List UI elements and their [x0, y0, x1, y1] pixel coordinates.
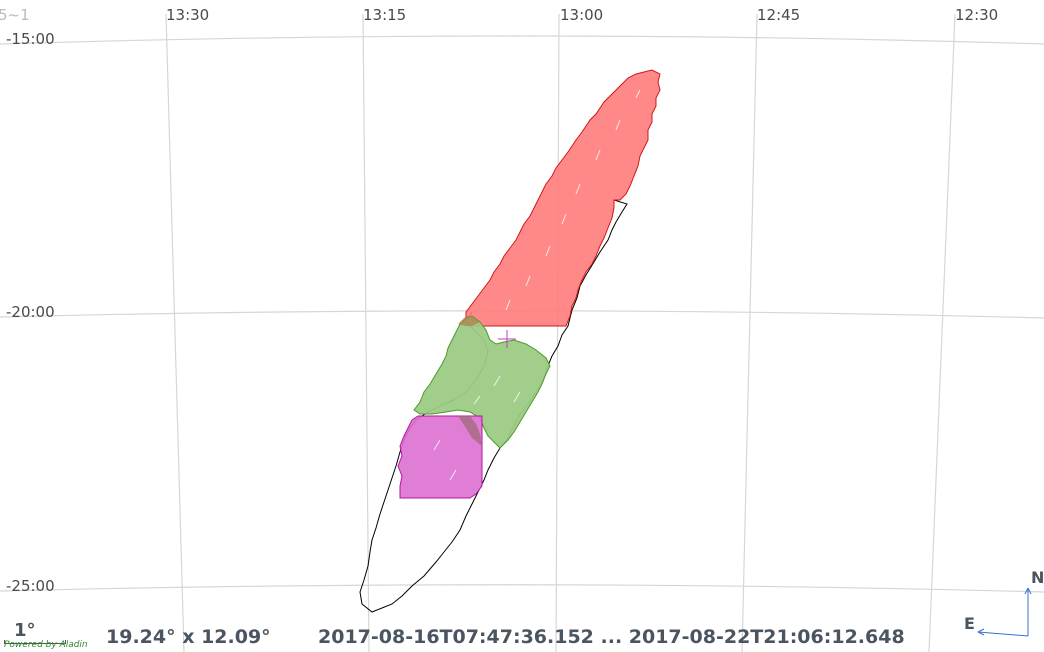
- grid-line-ra-1245: [741, 13, 758, 652]
- dec-label-25: -25:00: [6, 577, 55, 595]
- powered-by-aladin-link[interactable]: Powered by Aladin: [4, 640, 88, 650]
- green-footprint-region[interactable]: [413, 315, 551, 449]
- compass-east-label: E: [964, 614, 975, 633]
- grid-line-dec-15: [0, 35, 1044, 45]
- magenta-footprint-region[interactable]: [397, 415, 483, 499]
- footprint-hatching: [433, 89, 641, 481]
- compass-icon: [977, 587, 1032, 637]
- red-green-overlap: [458, 316, 480, 326]
- corner-partial-label: 5~1: [0, 6, 30, 24]
- dec-label-15: -15:00: [6, 30, 55, 48]
- ra-label-1330: 13:30: [166, 6, 210, 24]
- dec-label-20: -20:00: [6, 303, 55, 321]
- red-footprint-region[interactable]: [465, 69, 661, 327]
- compass-north-label: N: [1031, 568, 1044, 587]
- grid-line-ra-1330: [165, 13, 185, 652]
- center-reticle-icon: [498, 330, 516, 348]
- grid-line-ra-1230: [928, 13, 956, 652]
- grid-line-dec-25: [0, 584, 1044, 593]
- scale-bar: [4, 640, 66, 644]
- scale-label: 1°: [14, 620, 36, 641]
- coordinate-grid: [0, 13, 1044, 652]
- grid-line-ra-1315: [362, 13, 370, 652]
- ra-label-1315: 13:15: [363, 6, 407, 24]
- time-range-readout: 2017-08-16T07:47:36.152 ... 2017-08-22T2…: [318, 626, 905, 648]
- field-of-view-readout: 19.24° x 12.09°: [106, 626, 271, 648]
- ra-label-1300: 13:00: [560, 6, 604, 24]
- green-magenta-overlap: [458, 416, 482, 446]
- grid-line-ra-1300: [555, 13, 560, 652]
- ra-label-1230: 12:30: [955, 6, 999, 24]
- ra-label-1245: 12:45: [757, 6, 801, 24]
